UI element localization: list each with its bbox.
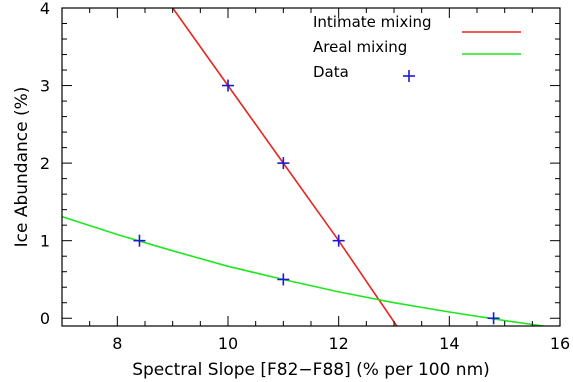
y-tick-label: 0 <box>40 309 50 328</box>
data-point <box>487 312 500 325</box>
data-point <box>133 234 146 247</box>
data-point <box>332 234 345 247</box>
legend-label-0: Intimate mixing <box>313 13 432 31</box>
x-tick-label: 12 <box>328 334 348 353</box>
y-tick-label: 4 <box>40 0 50 18</box>
y-tick-label: 3 <box>40 77 50 96</box>
y-tick-label: 1 <box>40 232 50 251</box>
legend-swatch-2 <box>403 70 415 82</box>
series-line-1 <box>62 215 544 326</box>
plot-data <box>62 8 544 326</box>
legend: Intimate mixing Areal mixing Data <box>313 13 521 82</box>
data-point <box>222 79 234 92</box>
x-tick-label: 14 <box>439 334 459 353</box>
legend-label-2: Data <box>313 63 349 81</box>
x-tick-label: 16 <box>550 334 570 353</box>
x-tick-label: 8 <box>112 334 122 353</box>
x-axis-label: Spectral Slope [F82−F88] (% per 100 nm) <box>132 360 490 380</box>
y-tick-label: 2 <box>40 154 50 173</box>
y-axis-label: Ice Abundance (%) <box>12 87 32 248</box>
data-point <box>277 157 290 170</box>
data-point <box>277 273 290 286</box>
plot-frame <box>61 7 561 327</box>
legend-label-1: Areal mixing <box>313 38 407 56</box>
x-tick-label: 10 <box>218 334 238 353</box>
